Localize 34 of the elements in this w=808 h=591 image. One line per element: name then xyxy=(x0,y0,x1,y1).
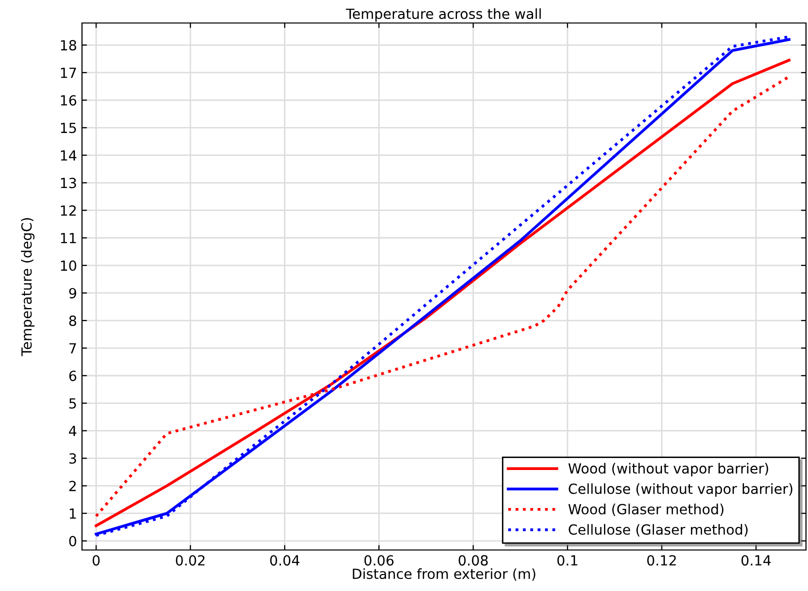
y-tick-label: 11 xyxy=(60,233,76,244)
x-axis-title: Distance from exterior (m) xyxy=(352,568,536,581)
x-tick-label: 0.14 xyxy=(741,555,771,566)
y-tick-label: 14 xyxy=(60,150,76,161)
x-tick-label: 0.08 xyxy=(458,555,488,566)
x-tick-label: 0.1 xyxy=(557,555,578,566)
y-tick-label: 15 xyxy=(60,122,76,134)
x-tick-label: 0.02 xyxy=(176,555,204,566)
y-tick-label: 16 xyxy=(60,95,76,106)
x-tick-label: 0.04 xyxy=(270,555,300,566)
x-tick-label: 0.06 xyxy=(364,555,394,566)
x-tick-label: 0.12 xyxy=(647,555,676,566)
y-tick-label: 6 xyxy=(69,370,76,382)
y-tick-label: 9 xyxy=(69,288,76,298)
y-tick-label: 5 xyxy=(69,398,76,409)
y-axis-title: Temperature (degC) xyxy=(21,218,34,356)
y-tick-label: 7 xyxy=(69,343,76,354)
y-tick-label: 10 xyxy=(60,260,76,271)
y-tick-label: 8 xyxy=(69,315,76,326)
chart-title: Temperature across the wall xyxy=(346,8,541,22)
y-tick-label: 0 xyxy=(69,536,76,546)
y-tick-label: 13 xyxy=(60,178,76,188)
legend-label: Cellulose (Glaser method) xyxy=(568,524,748,536)
y-tick-label: 18 xyxy=(60,40,76,51)
y-tick-label: 4 xyxy=(68,426,76,436)
y-tick-label: 2 xyxy=(69,480,76,492)
legend-label: Wood (Glaser method) xyxy=(568,504,724,516)
y-tick-label: 3 xyxy=(69,453,76,464)
y-tick-label: 17 xyxy=(60,68,76,78)
x-tick-label: 0 xyxy=(92,555,100,566)
y-tick-label: 1 xyxy=(70,508,76,519)
legend-label: Wood (without vapor barrier) xyxy=(568,462,768,476)
y-tick-label: 12 xyxy=(60,205,76,216)
legend-label: Cellulose (without vapor barrier) xyxy=(568,483,792,497)
